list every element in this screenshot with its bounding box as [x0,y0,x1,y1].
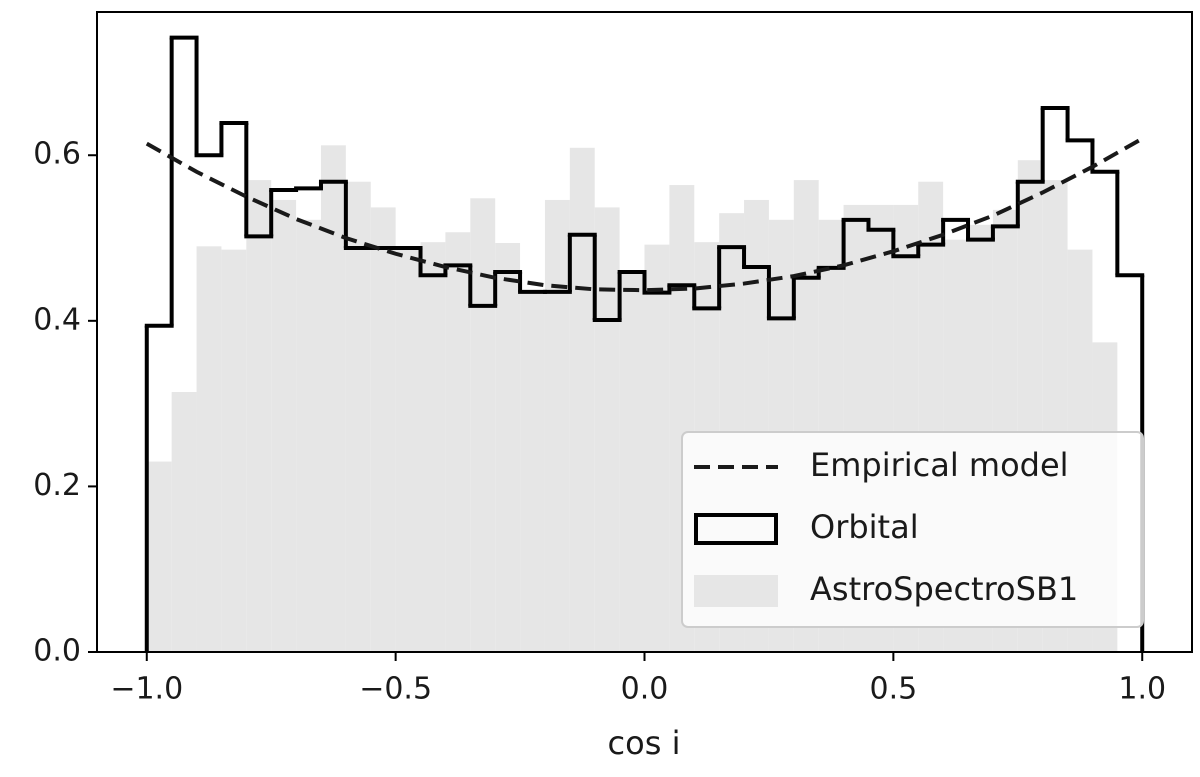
hist-bar [644,244,670,652]
x-axis-label: cos i [608,724,681,762]
x-tick-label: 0.5 [870,672,918,707]
x-tick-label: 0.0 [621,672,669,707]
hist-bar [395,249,421,652]
hist-bar [619,271,645,652]
hist-bar [146,461,172,652]
hist-bar [271,199,297,652]
y-tick-label: 0.4 [33,302,81,337]
hist-bar [420,242,446,652]
hist-bar [495,242,521,652]
legend-label: AstroSpectroSB1 [810,570,1078,608]
legend-swatch [694,575,778,607]
y-tick-label: 0.6 [33,137,81,172]
legend-label: Orbital [810,508,919,546]
y-tick-label: 0.0 [33,634,81,669]
hist-bar [569,147,595,653]
legend-label: Empirical model [810,446,1069,484]
legend: Empirical model Orbital AstroSpectroSB1 [681,431,1144,628]
hist-bar [544,199,570,652]
hist-bar [246,180,272,652]
hist-bar [196,246,222,652]
hist-bar [445,232,471,653]
hist-bar [470,198,496,653]
x-tick-label: −0.5 [359,672,432,707]
hist-bar [171,392,197,652]
hist-bar [221,249,247,652]
hist-bar [594,207,620,652]
x-tick-label: 1.0 [1118,672,1166,707]
hist-bar [370,207,396,652]
legend-swatch [694,513,778,545]
hist-bar [520,290,545,652]
model-line [145,136,1144,293]
hist-bar [296,219,321,652]
hist-bar [345,181,371,652]
y-tick-label: 0.2 [33,468,81,503]
legend-frame [681,431,1144,628]
hist-bar [320,145,346,652]
x-tick-label: −1.0 [110,672,183,707]
